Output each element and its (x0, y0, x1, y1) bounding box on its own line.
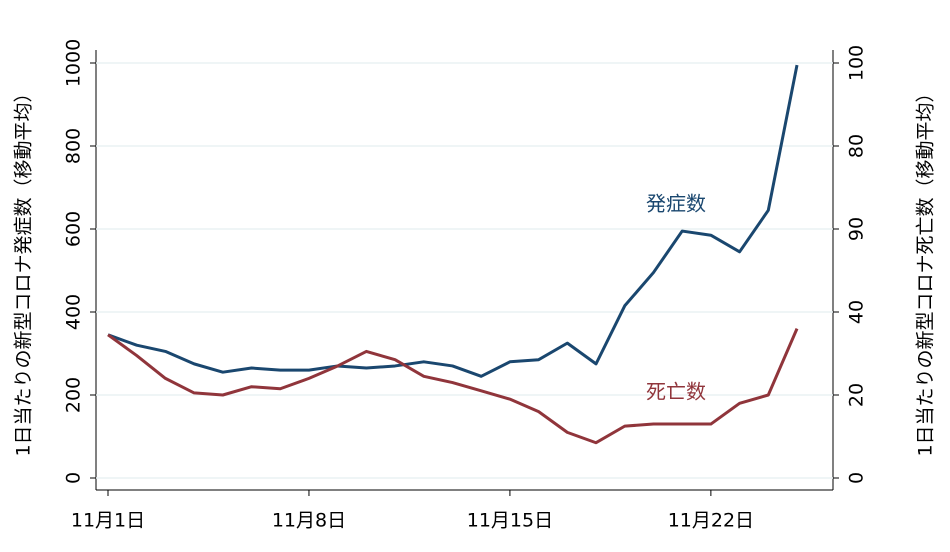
series-label: 死亡数 (646, 380, 706, 404)
x-tick-label: 11月1日 (71, 510, 145, 532)
series-line (107, 64, 799, 378)
y2-tick-label: 100 (846, 45, 868, 81)
y-tick-label: 400 (63, 294, 85, 330)
y2-tick-label: 80 (846, 134, 868, 158)
x-tick-label: 11月22日 (668, 510, 754, 532)
y2-tick-label: 0 (846, 472, 868, 484)
y2-tick-label: 20 (846, 383, 868, 407)
y-tick-label: 200 (63, 377, 85, 413)
y2-axis-title: 1日当たりの新型コロナ死亡数（移動平均） (915, 83, 937, 456)
y-tick-label: 600 (63, 211, 85, 247)
y-tick-label: 0 (63, 472, 85, 484)
x-tick-label: 11月15日 (467, 510, 553, 532)
series-label: 発症数 (646, 192, 706, 216)
y-tick-label: 1000 (63, 39, 85, 87)
series-line (107, 328, 799, 445)
y2-tick-label: 90 (846, 217, 868, 241)
y2-tick-label: 40 (846, 300, 868, 324)
x-tick-label: 11月8日 (272, 510, 346, 532)
y-axis-title: 1日当たりの新型コロナ発症数（移動平均） (13, 83, 35, 456)
y-tick-label: 800 (63, 128, 85, 164)
